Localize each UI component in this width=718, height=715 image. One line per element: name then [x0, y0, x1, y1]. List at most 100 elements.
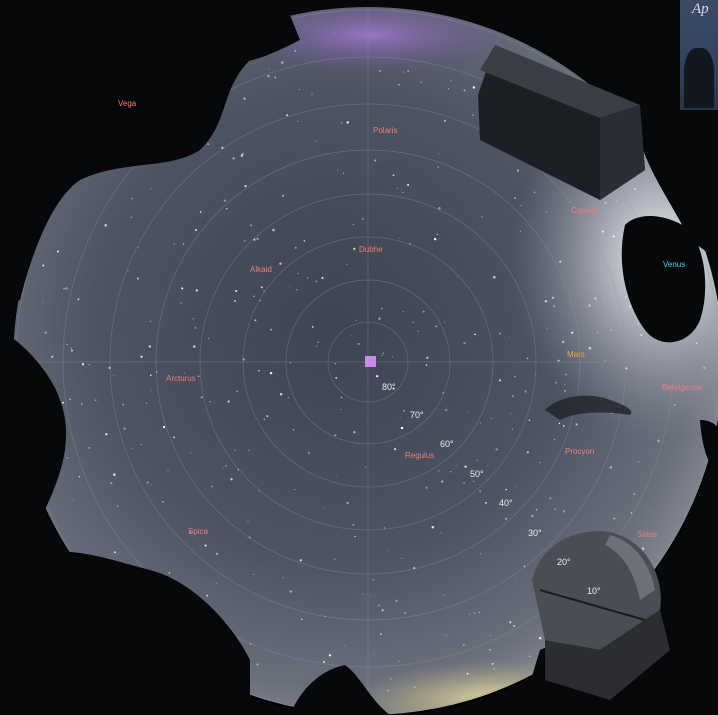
star-dot	[88, 364, 90, 366]
star-dot	[476, 459, 478, 462]
star-dot	[466, 672, 469, 675]
star-dot	[437, 166, 439, 168]
star-dot	[244, 239, 246, 242]
star-dot	[604, 359, 607, 362]
star-dot	[113, 374, 115, 376]
star-dot	[287, 397, 289, 399]
star-dot	[464, 465, 467, 468]
star-dot	[250, 224, 252, 226]
star-dot	[260, 286, 263, 289]
star-dot	[140, 355, 143, 358]
star-dot	[549, 497, 552, 500]
star-dot	[472, 86, 476, 89]
star-dot	[136, 277, 139, 280]
star-dot	[538, 636, 542, 640]
star-dot	[498, 332, 501, 335]
star-dot	[511, 395, 514, 398]
star-dot	[88, 447, 91, 449]
star-dot	[353, 247, 356, 250]
star-dot	[520, 204, 522, 206]
star-dot	[66, 343, 68, 346]
star-dot	[296, 289, 298, 291]
star-dot	[395, 599, 398, 603]
star-dot	[392, 387, 395, 390]
star-dot	[435, 325, 438, 328]
star-dot	[77, 298, 80, 301]
star-dot	[42, 301, 44, 303]
star-dot	[511, 428, 513, 430]
star-dot	[206, 594, 209, 597]
star-dot	[346, 501, 349, 505]
star-dot	[463, 341, 466, 345]
star-dot	[491, 662, 494, 665]
star-dot	[575, 423, 578, 426]
star-dot	[342, 172, 345, 174]
star-dot	[472, 480, 475, 483]
star-dot	[303, 239, 306, 242]
star-dot	[378, 604, 381, 607]
star-dot	[222, 468, 224, 470]
star-dot	[215, 582, 217, 584]
star-dot	[519, 230, 522, 232]
star-dot	[105, 433, 108, 436]
star-dot	[513, 624, 516, 627]
star-dot	[243, 97, 246, 100]
star-dot	[354, 535, 356, 538]
star-dot	[353, 431, 356, 434]
star-dot	[182, 243, 185, 245]
star-dot	[425, 486, 428, 489]
star-dot	[322, 660, 326, 664]
star-dot	[236, 390, 238, 393]
star-dot	[281, 61, 284, 64]
star-dot	[463, 482, 465, 484]
star-dot	[399, 416, 401, 418]
star-dot	[438, 153, 440, 155]
star-dot	[248, 449, 250, 452]
star-dot	[613, 517, 616, 520]
star-dot	[438, 207, 441, 210]
star-dot	[104, 224, 107, 227]
star-dot	[344, 645, 346, 647]
star-dot	[505, 517, 508, 520]
star-dot	[392, 174, 395, 177]
star-dot	[546, 328, 548, 330]
star-dot	[282, 576, 284, 579]
star-dot	[588, 346, 592, 350]
star-dot	[628, 305, 631, 308]
star-dot	[150, 389, 152, 391]
star-dot	[422, 310, 425, 313]
star-dot	[72, 499, 74, 501]
star-dot	[149, 374, 152, 377]
star-dot	[535, 373, 537, 375]
star-dot	[289, 362, 292, 364]
star-dot	[292, 429, 295, 431]
star-dot	[127, 270, 129, 272]
star-dot	[403, 409, 406, 412]
star-dot	[531, 514, 534, 518]
star-dot	[414, 686, 416, 688]
star-dot	[197, 375, 200, 377]
star-dot	[393, 447, 397, 451]
star-dot	[514, 375, 516, 378]
star-dot	[289, 590, 292, 593]
star-label: Mars	[567, 350, 585, 359]
star-dot	[140, 444, 142, 445]
star-dot	[370, 595, 372, 597]
star-dot	[559, 260, 562, 263]
star-label: Polaris	[373, 126, 397, 135]
star-dot	[372, 579, 375, 581]
star-label: Venus	[663, 260, 685, 269]
star-dot	[150, 484, 152, 486]
star-dot	[402, 191, 404, 194]
star-label: Betelgeuse	[662, 383, 703, 392]
star-label: Procyon	[565, 447, 594, 456]
star-dot	[324, 616, 326, 618]
star-dot	[237, 469, 240, 471]
star-dot	[630, 512, 633, 514]
star-dot	[148, 345, 151, 348]
star-dot	[489, 635, 491, 637]
star-dot	[487, 464, 489, 467]
star-dot	[81, 363, 85, 366]
star-dot	[564, 373, 567, 376]
star-dot	[249, 643, 252, 645]
